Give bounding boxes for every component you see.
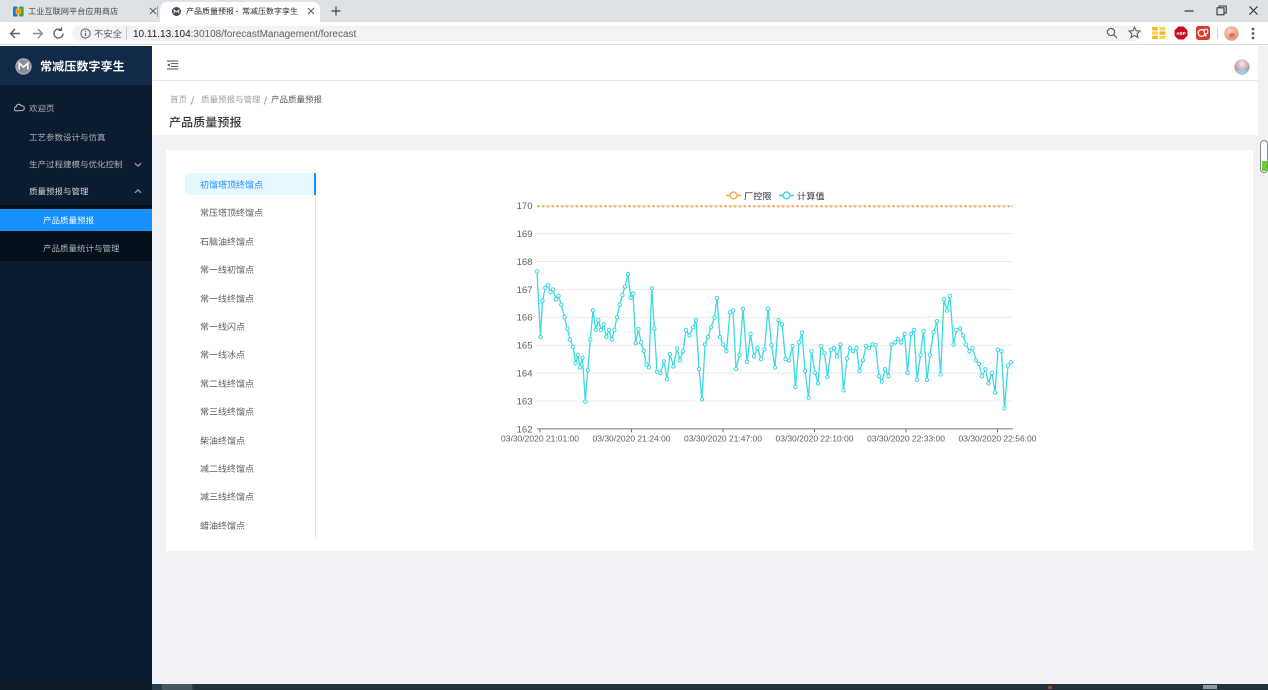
svg-text:169: 169	[517, 229, 533, 240]
svg-text:162: 162	[517, 424, 533, 435]
svg-text:167: 167	[517, 285, 533, 296]
svg-text:168: 168	[517, 257, 533, 268]
svg-text:03/30/2020 21:47:00: 03/30/2020 21:47:00	[684, 433, 762, 443]
svg-text:163: 163	[517, 396, 533, 407]
svg-text:170: 170	[517, 201, 533, 212]
svg-text:03/30/2020 22:10:00: 03/30/2020 22:10:00	[776, 433, 854, 443]
svg-text:165: 165	[517, 341, 533, 352]
svg-text:03/30/2020 21:01:00: 03/30/2020 21:01:00	[501, 433, 579, 443]
svg-text:03/30/2020 22:33:00: 03/30/2020 22:33:00	[867, 433, 945, 443]
svg-text:ABP: ABP	[1176, 31, 1186, 36]
svg-text:03/30/2020 22:56:00: 03/30/2020 22:56:00	[959, 433, 1037, 443]
svg-text:164: 164	[517, 369, 533, 380]
svg-text:166: 166	[517, 313, 533, 324]
svg-text:03/30/2020 21:24:00: 03/30/2020 21:24:00	[593, 433, 671, 443]
